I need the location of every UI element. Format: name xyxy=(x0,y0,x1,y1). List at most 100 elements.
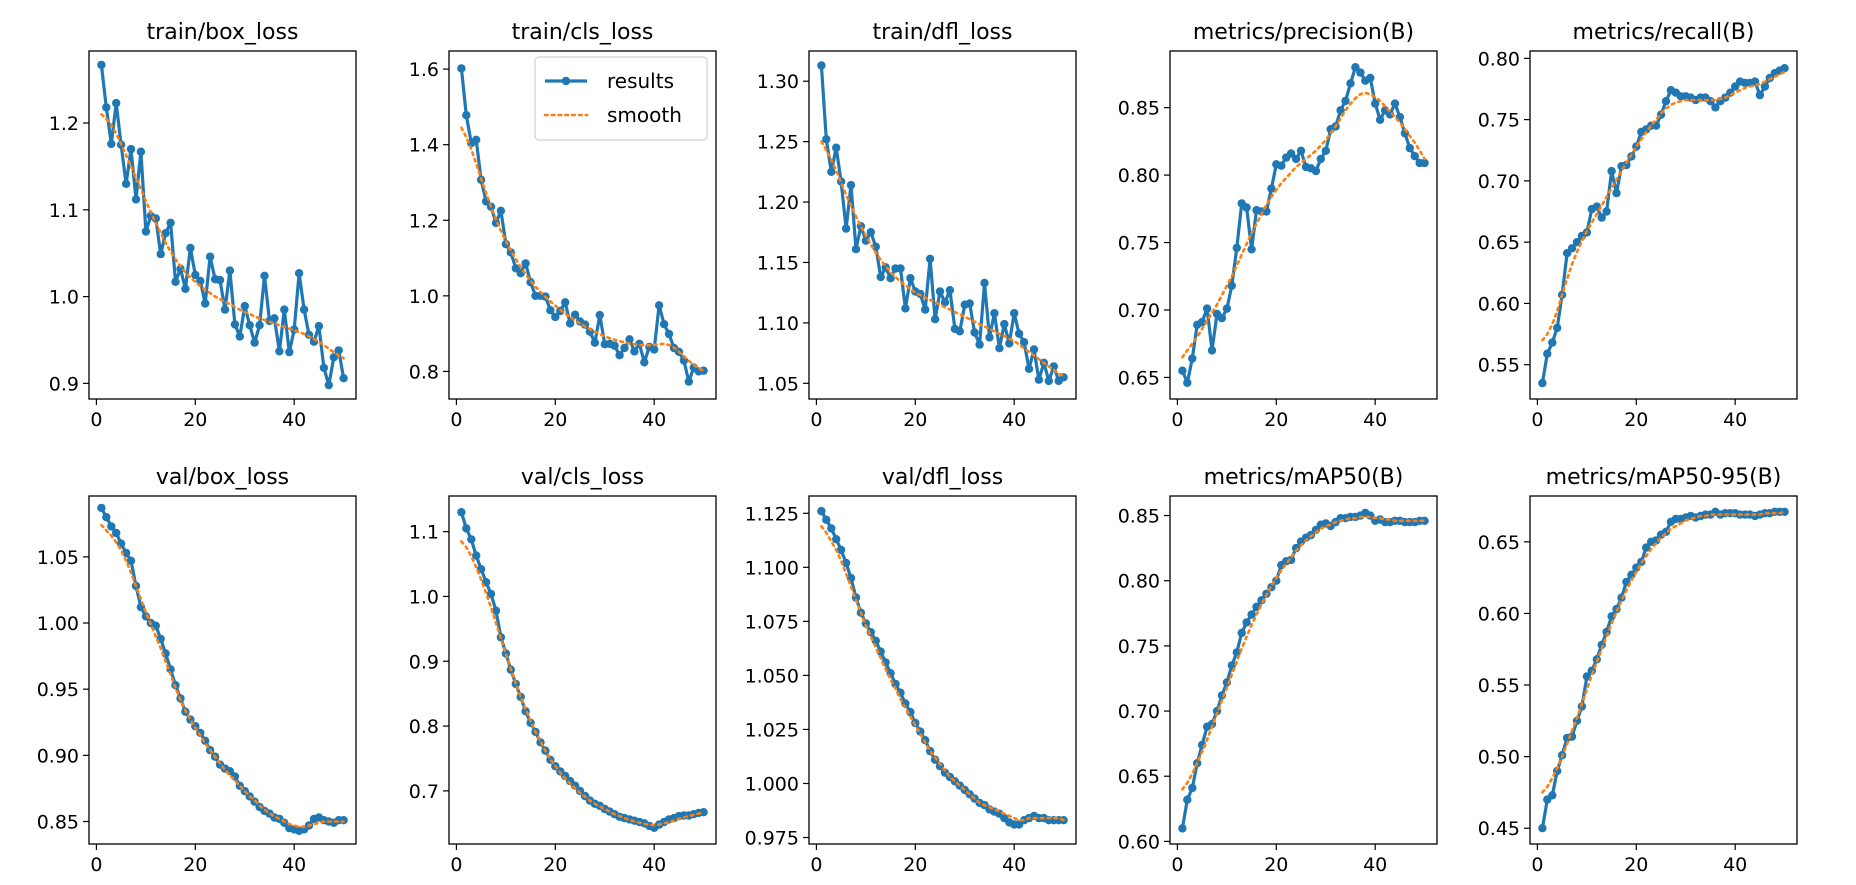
results-point xyxy=(1582,672,1592,681)
y-tick-label: 1.25 xyxy=(757,132,799,154)
results-point xyxy=(97,60,106,70)
results-point xyxy=(121,179,131,188)
y-tick-label: 0.975 xyxy=(745,828,799,850)
results-point xyxy=(176,264,185,273)
results-point xyxy=(166,218,175,227)
y-tick-label: 1.125 xyxy=(745,503,799,525)
results-point xyxy=(654,301,664,310)
axes-frame xyxy=(1169,50,1438,400)
y-tick-label: 1.075 xyxy=(745,611,799,633)
results-point xyxy=(457,64,466,73)
results-point xyxy=(827,167,836,176)
plot-area xyxy=(817,61,1068,386)
panel-train-box-loss: train/box_loss 0 20 40 0.9 1.0 1.1 1.2 xyxy=(49,20,357,431)
results-point xyxy=(1049,362,1059,371)
legend-label-smooth: smooth xyxy=(607,103,682,127)
results-point xyxy=(457,508,466,517)
results-point xyxy=(235,332,244,341)
y-tick-label: 0.60 xyxy=(1478,293,1520,315)
results-point xyxy=(570,310,580,319)
results-point xyxy=(1311,166,1321,176)
results-point xyxy=(1538,378,1547,388)
axes-frame xyxy=(448,50,717,400)
results-line xyxy=(819,65,1065,383)
y-tick-label: 0.45 xyxy=(1478,818,1520,840)
results-point xyxy=(1247,245,1256,254)
results-point xyxy=(1188,354,1197,363)
results-point xyxy=(131,195,141,204)
results-point xyxy=(1183,378,1192,387)
results-point xyxy=(191,270,200,280)
results-point xyxy=(1543,349,1552,358)
results-point xyxy=(255,321,264,330)
y-tick-label: 0.90 xyxy=(37,745,79,767)
y-tick-label: 0.50 xyxy=(1478,747,1520,769)
panel-metrics-recall-b: metrics/recall(B) 0 20 40 0.55 0.60 0.65 0.70 0.… xyxy=(1478,20,1798,431)
axes-frame xyxy=(808,495,1077,845)
results-point xyxy=(491,606,501,615)
results-point xyxy=(896,264,905,273)
legend-results-marker xyxy=(561,76,571,86)
results-point xyxy=(201,299,210,308)
plot-area xyxy=(97,503,348,835)
y-tick-label: 0.70 xyxy=(1118,300,1160,322)
results-point xyxy=(1267,184,1276,193)
results-point xyxy=(97,503,106,513)
y-tick-label: 0.8 xyxy=(409,716,439,738)
results-point xyxy=(851,245,861,254)
panel-title: train/box_loss xyxy=(147,20,299,45)
results-point xyxy=(462,111,471,120)
y-tick-label: 0.8 xyxy=(409,361,439,383)
plot-area xyxy=(97,60,348,390)
results-point xyxy=(1202,304,1212,313)
results-point xyxy=(1780,507,1789,516)
x-tick-label: 40 xyxy=(282,409,306,431)
results-point xyxy=(876,272,885,282)
results-point xyxy=(886,274,895,283)
results-point xyxy=(1351,62,1360,72)
results-point xyxy=(102,103,111,112)
results-point xyxy=(817,61,826,70)
results-line xyxy=(99,507,344,833)
results-point xyxy=(275,347,284,356)
results-point xyxy=(1247,610,1256,619)
results-point xyxy=(472,551,481,560)
results-point xyxy=(930,315,940,324)
results-point xyxy=(841,224,851,233)
results-point xyxy=(561,298,570,307)
y-tick-label: 1.20 xyxy=(757,192,799,214)
results-line xyxy=(459,511,704,830)
results-point xyxy=(684,377,693,386)
plot-area xyxy=(817,506,1068,829)
results-point xyxy=(1612,188,1621,198)
results-point xyxy=(250,338,259,347)
results-point xyxy=(314,321,324,331)
x-tick-label: 0 xyxy=(810,409,822,431)
smooth-line xyxy=(100,113,345,360)
results-point xyxy=(501,239,511,249)
results-point xyxy=(832,535,841,544)
results-point xyxy=(827,524,836,533)
x-tick-label: 0 xyxy=(1171,409,1183,431)
results-point xyxy=(1010,309,1019,318)
results-point xyxy=(836,545,846,555)
y-tick-label: 0.9 xyxy=(409,651,439,673)
results-point xyxy=(590,338,600,347)
y-tick-label: 0.7 xyxy=(409,781,439,803)
results-point xyxy=(945,286,955,295)
legend-box xyxy=(534,56,708,141)
results-point xyxy=(1607,612,1616,621)
results-point xyxy=(1420,158,1429,168)
x-tick-label: 20 xyxy=(1264,409,1288,431)
y-tick-label: 0.65 xyxy=(1478,232,1520,254)
panel-metrics-map50-b: metrics/mAP50(B) 0 20 40 0.60 0.65 0.70 0.75 0.8… xyxy=(1118,465,1438,876)
plot-area xyxy=(1538,63,1789,388)
results-point xyxy=(1227,281,1237,290)
results-point xyxy=(1346,79,1355,88)
y-tick-label: 1.05 xyxy=(757,373,799,395)
plot-area xyxy=(1538,507,1789,833)
results-point xyxy=(1661,97,1671,106)
results-point xyxy=(891,679,900,689)
results-point xyxy=(995,344,1004,353)
results-point xyxy=(205,252,215,261)
